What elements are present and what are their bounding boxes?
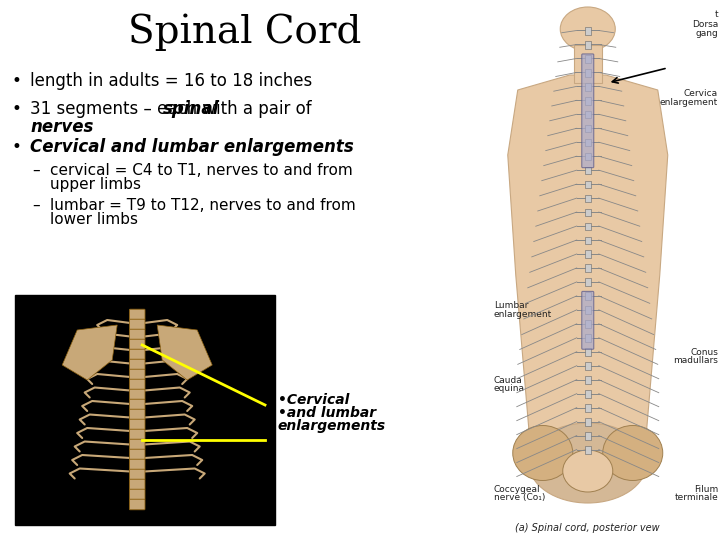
Bar [585, 194, 590, 202]
FancyBboxPatch shape [130, 439, 145, 450]
FancyBboxPatch shape [582, 292, 594, 349]
Polygon shape [62, 325, 117, 380]
Bar [15, 295, 275, 525]
Text: Conus: Conus [690, 348, 718, 357]
FancyBboxPatch shape [130, 349, 145, 360]
FancyBboxPatch shape [130, 409, 145, 420]
Ellipse shape [603, 426, 662, 481]
FancyBboxPatch shape [130, 329, 145, 340]
Bar [585, 362, 590, 370]
Text: •: • [12, 72, 22, 90]
Text: enlargement: enlargement [660, 98, 718, 107]
Text: terminale: terminale [674, 493, 718, 502]
Text: cervical = C4 to T1, nerves to and from: cervical = C4 to T1, nerves to and from [50, 163, 353, 178]
Text: nerves: nerves [30, 118, 94, 136]
FancyBboxPatch shape [130, 469, 145, 480]
Text: •and lumbar: •and lumbar [278, 406, 376, 420]
FancyBboxPatch shape [130, 339, 145, 350]
Bar [585, 306, 590, 314]
Bar [585, 320, 590, 328]
FancyBboxPatch shape [130, 429, 145, 440]
Ellipse shape [560, 7, 616, 51]
Bar [585, 55, 590, 63]
FancyBboxPatch shape [130, 379, 145, 390]
Polygon shape [508, 75, 667, 440]
Bar [585, 111, 590, 118]
Bar [492, 5, 720, 515]
Text: •Cervical: •Cervical [278, 393, 349, 407]
Text: spinal: spinal [163, 100, 219, 118]
FancyBboxPatch shape [582, 54, 594, 168]
Text: Filum: Filum [694, 485, 718, 494]
Bar [585, 348, 590, 356]
FancyBboxPatch shape [130, 319, 145, 330]
Text: •: • [12, 138, 22, 156]
Bar [585, 376, 590, 384]
Text: 31 segments – each with a pair of: 31 segments – each with a pair of [30, 100, 317, 118]
FancyBboxPatch shape [130, 489, 145, 500]
Text: enlargement: enlargement [494, 310, 552, 319]
Bar [585, 251, 590, 258]
FancyBboxPatch shape [130, 369, 145, 380]
FancyBboxPatch shape [130, 309, 145, 320]
FancyBboxPatch shape [130, 359, 145, 370]
FancyBboxPatch shape [130, 449, 145, 460]
Bar [585, 69, 590, 77]
Text: enlargements: enlargements [278, 419, 386, 433]
FancyBboxPatch shape [130, 389, 145, 400]
Text: Lumbar: Lumbar [494, 301, 528, 310]
Ellipse shape [528, 423, 647, 503]
Text: –: – [32, 198, 40, 213]
Bar [585, 139, 590, 146]
Text: Spinal Cord: Spinal Cord [128, 14, 361, 51]
Polygon shape [157, 325, 212, 380]
Bar [585, 432, 590, 440]
Bar [585, 279, 590, 286]
Text: lumbar = T9 to T12, nerves to and from: lumbar = T9 to T12, nerves to and from [50, 198, 356, 213]
FancyBboxPatch shape [130, 399, 145, 410]
Text: Cervical and lumbar enlargements: Cervical and lumbar enlargements [30, 138, 354, 156]
Bar [585, 27, 590, 35]
Bar [585, 237, 590, 244]
Bar [585, 125, 590, 132]
Bar [585, 153, 590, 160]
Text: t: t [714, 10, 718, 19]
Bar [585, 97, 590, 105]
Bar [585, 222, 590, 230]
Text: Coccygeal: Coccygeal [494, 485, 541, 494]
Bar [585, 418, 590, 426]
Text: Cauda: Cauda [494, 376, 523, 385]
Text: –: – [32, 163, 40, 178]
Ellipse shape [563, 450, 613, 492]
Text: gang: gang [696, 29, 718, 38]
FancyBboxPatch shape [130, 499, 145, 510]
FancyBboxPatch shape [130, 459, 145, 470]
FancyBboxPatch shape [574, 45, 602, 83]
Bar [585, 208, 590, 216]
Text: madullars: madullars [673, 356, 718, 365]
Bar [585, 167, 590, 174]
Bar [585, 404, 590, 412]
Bar [585, 265, 590, 272]
Bar [585, 334, 590, 342]
Text: •: • [12, 100, 22, 118]
Text: (a) Spinal cord, posterior vew: (a) Spinal cord, posterior vew [516, 523, 660, 533]
Ellipse shape [513, 426, 573, 481]
FancyBboxPatch shape [130, 419, 145, 430]
FancyBboxPatch shape [130, 479, 145, 490]
Text: nerve (Co₁): nerve (Co₁) [494, 493, 545, 502]
Bar [585, 446, 590, 454]
Text: equina: equina [494, 384, 525, 393]
Text: length in adults = 16 to 18 inches: length in adults = 16 to 18 inches [30, 72, 312, 90]
Bar [585, 181, 590, 188]
Bar [585, 83, 590, 91]
Bar [585, 292, 590, 300]
Bar [585, 390, 590, 398]
Bar [585, 41, 590, 49]
Text: upper limbs: upper limbs [50, 177, 141, 192]
Text: lower limbs: lower limbs [50, 212, 138, 227]
Text: Dorsa: Dorsa [692, 20, 718, 29]
Text: Cervica: Cervica [684, 89, 718, 98]
